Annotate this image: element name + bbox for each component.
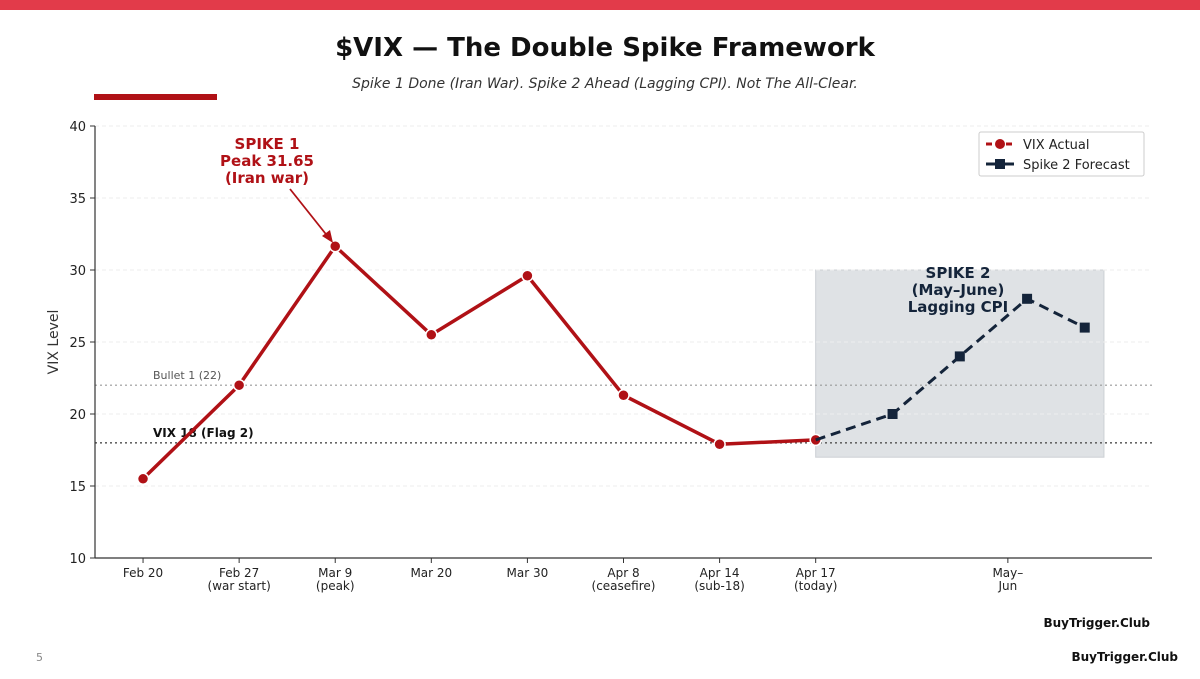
reference-line-label: VIX 18 (Flag 2) xyxy=(153,426,254,440)
y-tick-label: 15 xyxy=(69,480,86,495)
data-point xyxy=(136,472,150,486)
x-tick-label: May– xyxy=(992,566,1023,580)
spike2-annotation: SPIKE 2 xyxy=(926,264,991,282)
series-line-0 xyxy=(141,244,816,481)
x-tick-label: (peak) xyxy=(316,579,355,593)
spike2-annotation: (May–June) xyxy=(912,281,1005,299)
data-point xyxy=(425,328,438,342)
reference-line-label: Bullet 1 (22) xyxy=(153,369,221,382)
data-point xyxy=(1079,322,1090,333)
footer-brand: BuyTrigger.Club xyxy=(1071,650,1178,664)
data-point xyxy=(328,239,342,253)
chart-title: $VIX — The Double Spike Framework xyxy=(335,33,876,63)
y-tick-label: 25 xyxy=(69,336,86,351)
x-tick-label: (ceasefire) xyxy=(592,579,656,593)
chart-watermark: BuyTrigger.Club xyxy=(1043,616,1150,630)
spike1-annotation: SPIKE 1 xyxy=(235,135,300,153)
data-point xyxy=(887,409,898,419)
data-point xyxy=(1022,293,1033,304)
spike1-arrow xyxy=(289,188,330,239)
plot-area: 10 15 20 25 30 35 40 Bullet 1 (22) VIX 18 (Flag … xyxy=(69,120,1152,593)
y-tick-label: 30 xyxy=(69,264,86,279)
forecast-shaded-region xyxy=(815,269,1105,458)
x-tick-label: Mar 30 xyxy=(507,566,549,580)
y-tick-label: 40 xyxy=(69,120,86,135)
x-tick-label: Feb 20 xyxy=(123,566,163,580)
data-point xyxy=(617,389,630,402)
legend-marker-circle-icon xyxy=(995,139,1005,149)
legend-label: VIX Actual xyxy=(1023,138,1090,153)
x-tick-label: Mar 9 xyxy=(318,566,352,580)
x-tick-label: Mar 20 xyxy=(410,566,452,580)
spike1-annotation: Peak 31.65 xyxy=(220,152,314,170)
y-tick-label: 35 xyxy=(69,192,86,207)
title-underline-bar xyxy=(94,94,217,100)
data-point xyxy=(713,437,726,451)
legend-marker-square-icon xyxy=(995,159,1005,169)
spike2-annotation: Lagging CPI xyxy=(908,298,1009,316)
y-axis-label: VIX Level xyxy=(46,310,62,375)
x-tick-label: (war start) xyxy=(208,579,271,593)
x-tick-label: Feb 27 xyxy=(219,566,259,580)
data-point xyxy=(954,351,965,362)
legend xyxy=(978,131,1145,177)
data-point xyxy=(521,269,534,283)
data-point xyxy=(232,378,246,392)
y-tick-label: 10 xyxy=(69,552,86,567)
x-tick-label: Apr 17 xyxy=(796,566,836,580)
y-tick-label: 20 xyxy=(69,408,86,423)
arrowhead-icon xyxy=(322,230,333,243)
page-number: 5 xyxy=(36,651,43,664)
chart-subtitle: Spike 1 Done (Iran War). Spike 2 Ahead (… xyxy=(352,76,858,92)
top-accent-bar xyxy=(0,0,1200,10)
legend-label: Spike 2 Forecast xyxy=(1023,158,1130,173)
x-tick-label: (today) xyxy=(794,579,837,593)
x-tick-label: Apr 14 xyxy=(700,566,740,580)
x-tick-label: Jun xyxy=(997,579,1017,593)
x-tick-label: Apr 8 xyxy=(607,566,639,580)
spike1-annotation: (Iran war) xyxy=(225,169,309,187)
x-tick-label: (sub-18) xyxy=(694,579,744,593)
